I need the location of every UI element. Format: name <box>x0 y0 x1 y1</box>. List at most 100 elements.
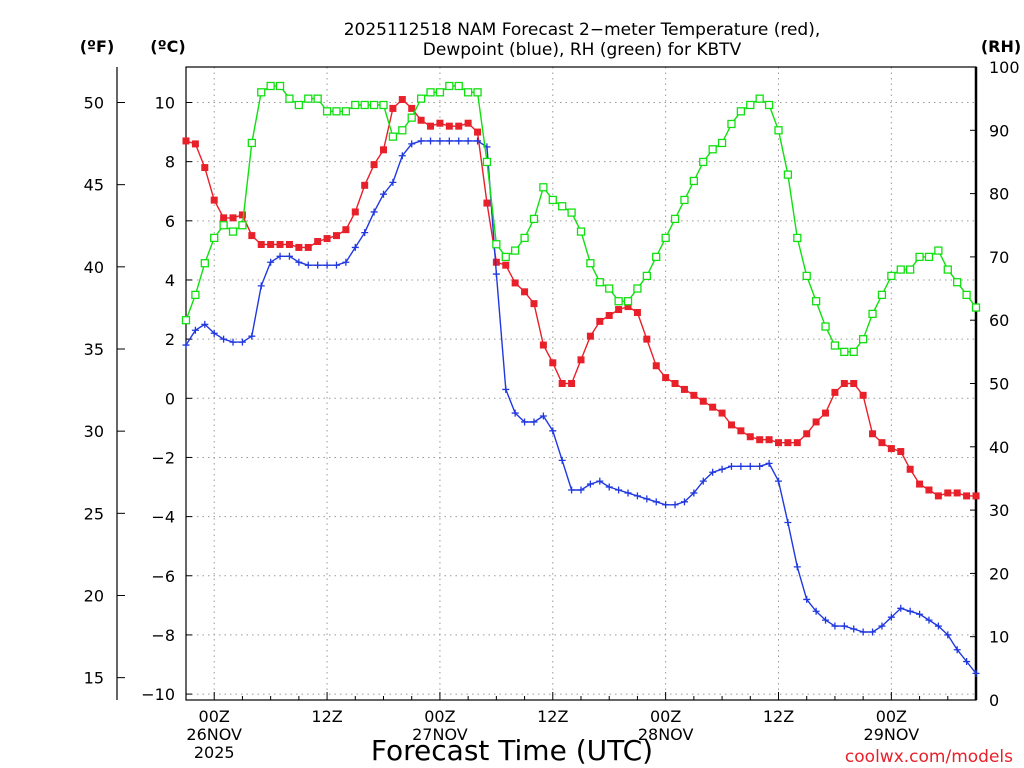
data-point <box>803 430 811 438</box>
data-point <box>896 265 905 274</box>
data-point <box>943 265 952 274</box>
data-point <box>568 380 576 387</box>
data-point <box>238 221 247 230</box>
time-tick-label: 00Z <box>424 707 455 726</box>
data-point <box>764 100 774 110</box>
data-point <box>361 229 369 237</box>
rh-tick-label: 70 <box>989 248 1009 267</box>
celsius-tick-label: 8 <box>165 153 175 172</box>
data-point <box>492 240 501 249</box>
data-point <box>389 104 397 112</box>
data-point <box>652 252 661 262</box>
data-point <box>332 261 340 269</box>
data-point <box>370 208 378 216</box>
data-point <box>878 622 886 630</box>
data-point <box>934 622 942 630</box>
data-point <box>191 290 200 300</box>
data-point <box>313 94 322 103</box>
data-point <box>953 489 961 497</box>
data-point <box>746 433 754 441</box>
data-point <box>558 456 566 464</box>
credit-text: coolwx.com/models <box>845 747 1013 767</box>
rh-tick-label: 10 <box>989 628 1009 647</box>
data-point <box>963 658 971 666</box>
data-point <box>850 625 858 633</box>
data-point <box>934 492 942 500</box>
data-point <box>229 214 237 222</box>
data-point <box>624 489 632 497</box>
data-point <box>971 303 981 312</box>
time-tick-label: 00Z <box>199 707 230 726</box>
data-point <box>455 137 463 145</box>
data-point <box>858 335 868 344</box>
data-point <box>502 261 510 269</box>
data-point <box>548 195 557 205</box>
data-point <box>191 326 199 334</box>
time-tick-label: 27NOV <box>412 725 468 744</box>
data-point <box>427 122 435 130</box>
data-point <box>821 322 830 331</box>
data-point <box>276 240 284 248</box>
data-point <box>220 214 228 222</box>
time-tick-label: 12Z <box>311 707 342 726</box>
data-point <box>944 489 952 497</box>
data-point <box>897 448 905 456</box>
data-point <box>671 501 679 509</box>
data-point <box>793 233 802 243</box>
data-point <box>388 132 398 141</box>
data-point <box>445 137 453 145</box>
fahrenheit-tick-label: 20 <box>84 586 104 605</box>
data-point <box>210 329 218 337</box>
rh-tick-label: 50 <box>989 375 1009 394</box>
time-tick-label: 00Z <box>650 707 681 726</box>
data-point <box>822 616 830 624</box>
data-point <box>662 374 670 382</box>
data-point <box>464 119 472 127</box>
data-point <box>294 100 304 110</box>
data-point <box>445 122 453 130</box>
data-point <box>558 380 566 387</box>
time-tick-label: 26NOV <box>186 725 242 744</box>
data-point <box>784 519 792 527</box>
data-point <box>445 81 454 91</box>
data-point <box>680 195 689 205</box>
celsius-axis: −10 −8 −6 −4 −2 0 2 4 6 8 10 <box>141 93 192 704</box>
data-point <box>200 259 209 268</box>
data-point <box>482 157 492 167</box>
data-point <box>257 240 265 248</box>
data-point <box>737 462 745 470</box>
data-point <box>455 122 463 130</box>
data-point <box>436 137 444 145</box>
rh-tick-label: 40 <box>989 438 1009 457</box>
data-point <box>351 208 359 216</box>
data-point <box>380 190 387 198</box>
data-point <box>314 238 322 246</box>
data-point <box>511 279 519 287</box>
data-point <box>690 489 698 497</box>
data-point <box>784 439 792 447</box>
celsius-tick-label: 6 <box>165 212 175 231</box>
data-point <box>812 607 820 615</box>
data-point <box>596 317 604 325</box>
celsius-tick-label: −8 <box>151 626 175 645</box>
data-point <box>737 427 745 435</box>
data-point <box>709 468 717 476</box>
data-point <box>323 261 331 269</box>
data-point <box>633 309 641 317</box>
data-point <box>906 465 914 473</box>
data-point <box>887 445 895 453</box>
data-point <box>915 252 924 262</box>
data-point <box>577 356 585 364</box>
data-point <box>944 631 952 639</box>
data-point <box>492 270 500 278</box>
data-point <box>643 335 651 343</box>
data-point <box>191 140 199 148</box>
data-point <box>699 157 708 167</box>
data-point <box>549 427 557 435</box>
data-point <box>746 462 754 470</box>
data-point <box>539 183 548 192</box>
data-point <box>709 403 717 411</box>
data-point <box>398 126 407 135</box>
data-point <box>661 233 670 243</box>
data-point <box>201 164 209 172</box>
